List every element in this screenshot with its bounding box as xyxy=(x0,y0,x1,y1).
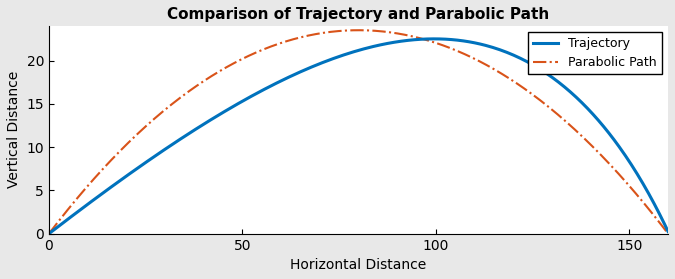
Trajectory xyxy=(45,232,53,235)
Parabolic Path xyxy=(664,232,672,235)
Parabolic Path xyxy=(354,28,362,32)
Title: Comparison of Trajectory and Parabolic Path: Comparison of Trajectory and Parabolic P… xyxy=(167,7,549,22)
Trajectory xyxy=(492,47,500,50)
Trajectory xyxy=(664,230,672,233)
Parabolic Path xyxy=(45,232,53,235)
Parabolic Path xyxy=(381,30,389,33)
Line: Trajectory: Trajectory xyxy=(49,39,668,234)
Parabolic Path xyxy=(339,29,347,32)
Trajectory xyxy=(429,37,437,40)
Line: Parabolic Path: Parabolic Path xyxy=(49,30,668,234)
Trajectory xyxy=(633,172,641,176)
Trajectory xyxy=(147,157,155,160)
Parabolic Path xyxy=(414,36,423,40)
Legend: Trajectory, Parabolic Path: Trajectory, Parabolic Path xyxy=(528,32,662,74)
Trajectory xyxy=(478,43,486,46)
Parabolic Path xyxy=(650,215,658,218)
Y-axis label: Vertical Distance: Vertical Distance xyxy=(7,71,21,188)
Trajectory xyxy=(626,161,634,164)
Parabolic Path xyxy=(554,113,562,116)
Parabolic Path xyxy=(343,29,351,32)
X-axis label: Horizontal Distance: Horizontal Distance xyxy=(290,258,427,272)
Trajectory xyxy=(641,186,649,189)
